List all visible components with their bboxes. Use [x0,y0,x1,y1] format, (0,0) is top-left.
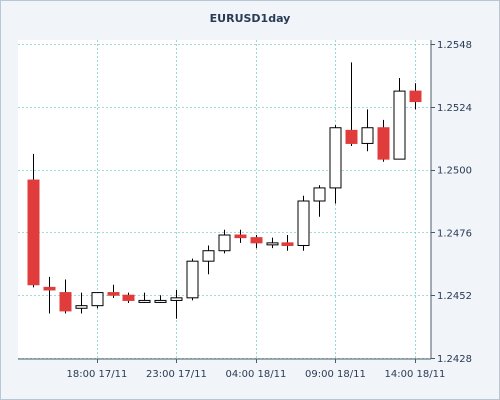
candle-body-up [266,242,279,246]
candle-body-down [107,292,120,296]
x-tick-label: 14:00 18/11 [385,369,446,380]
x-tick-label: 04:00 18/11 [226,369,287,380]
x-axis: 18:00 17/11 23:00 17/11 04:00 18/11 09:0… [67,369,446,380]
y-tick-label: 1.2452 [437,291,472,302]
candles [27,62,422,319]
x-tick-label: 18:00 17/11 [67,369,128,380]
y-tick-label: 1.2548 [437,40,472,51]
candle-body-up [218,234,231,252]
candle-body-down [27,179,40,286]
candle-body-up [393,90,406,160]
chart-title: EURUSD1day [210,12,291,25]
candle-body-up [361,127,374,144]
candle-body-up [75,305,88,309]
candle-body-down [377,127,390,160]
candle-body-up [329,127,342,189]
candle-body-up [138,299,151,303]
y-tick-label: 1.2500 [437,166,472,177]
candle-body-down [250,237,263,244]
candle-body-up [154,299,167,303]
candle-body-up [297,200,310,246]
candle-body-down [409,90,422,103]
candle-body-down [345,129,358,144]
candle-body-up [313,187,326,202]
x-tick-label: 23:00 17/11 [146,369,207,380]
y-axis: 1.2548 1.2524 1.2500 1.2476 1.2452 1.242… [437,40,472,365]
y-tick-label: 1.2476 [437,228,472,239]
y-tick-label: 1.2428 [437,354,472,365]
candle-body-up [202,250,215,262]
candle-body-down [59,292,72,312]
candle-body-up [170,297,183,301]
candle-body-down [281,242,294,246]
candle-body-up [91,292,104,307]
candle-body-up [186,260,199,299]
y-tick-label: 1.2524 [437,103,472,114]
plot-area [18,40,431,359]
candle-body-down [234,234,247,239]
candle-body-down [122,294,135,301]
candle-body-down [43,286,56,291]
x-tick-label: 09:00 18/11 [305,369,366,380]
